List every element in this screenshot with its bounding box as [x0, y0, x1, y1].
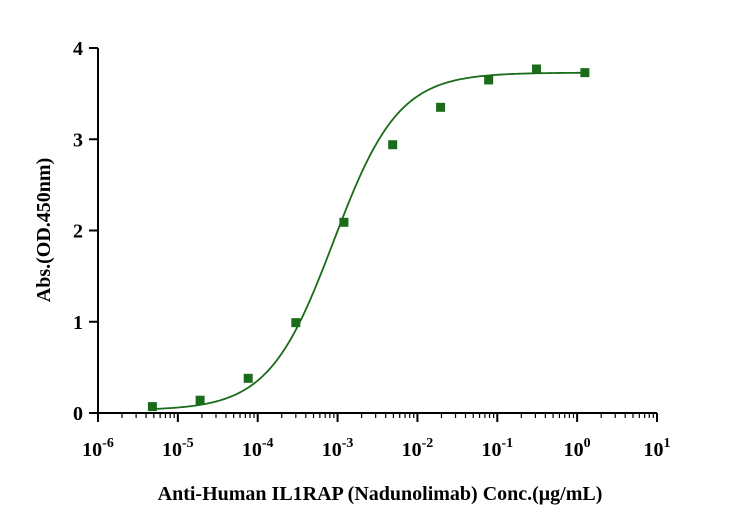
y-axis: 0 1 2 3 4 [73, 38, 99, 425]
fit-curve [152, 71, 585, 410]
data-point [388, 140, 398, 150]
data-point [195, 395, 205, 405]
y-ticks: 0 1 2 3 4 [73, 38, 98, 425]
y-axis-label: Abs.(OD.450nm) [33, 158, 55, 302]
data-point [436, 102, 446, 112]
data-point [580, 68, 590, 78]
x-tick-label: 101 [644, 436, 671, 461]
data-point [147, 402, 157, 412]
data-point [291, 318, 301, 328]
x-tick-label: 10-3 [322, 436, 354, 461]
x-tick-label: 10-4 [242, 436, 274, 461]
plot-area [147, 64, 590, 412]
x-tick-label: 100 [564, 436, 591, 461]
x-tick-label: 10-5 [162, 436, 194, 461]
x-ticks: 10-6 10-5 10-4 10-3 10-2 10-1 100 101 [82, 413, 671, 461]
x-tick-label: 10-6 [82, 436, 114, 461]
x-axis: 10-6 10-5 10-4 10-3 10-2 10-1 100 101 [82, 412, 671, 461]
y-tick-label: 0 [73, 403, 83, 425]
data-points [147, 64, 590, 412]
x-axis-label: Anti-Human IL1RAP (Nadunolimab) Conc.(μg… [158, 483, 603, 505]
x-tick-label: 10-1 [481, 436, 513, 461]
y-tick-label: 3 [73, 129, 83, 151]
data-point [243, 373, 253, 383]
y-tick-label: 2 [73, 221, 83, 243]
data-point [532, 64, 542, 74]
data-point [484, 75, 494, 85]
y-tick-label: 1 [73, 312, 83, 334]
x-tick-label: 10-2 [402, 436, 434, 461]
data-point [339, 217, 349, 227]
y-tick-label: 4 [73, 38, 83, 60]
